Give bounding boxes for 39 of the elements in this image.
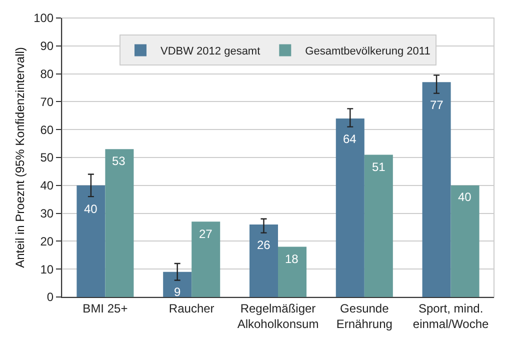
bar	[364, 154, 393, 297]
data-label: 40	[84, 202, 98, 216]
bar	[76, 185, 106, 297]
y-tick-label: 80	[40, 67, 54, 81]
y-tick-label: 70	[40, 94, 54, 109]
bar	[278, 246, 307, 297]
legend-label: VDBW 2012 gesamt	[160, 46, 260, 58]
y-axis-title: Anteil in Proeznt (95% Konfidenzintervall)	[12, 47, 27, 268]
x-tick-label: Sport, mind. einmal/Woche	[412, 301, 490, 331]
data-label: 27	[199, 227, 213, 241]
x-tick-label: BMI 25+	[82, 301, 128, 316]
data-label: 26	[257, 238, 271, 252]
data-label: 18	[285, 252, 299, 266]
bar	[450, 185, 480, 297]
bar	[422, 82, 451, 297]
y-tick-label: 60	[40, 122, 54, 137]
bar	[336, 118, 364, 297]
y-tick-label: 90	[40, 39, 54, 54]
data-label: 77	[430, 98, 444, 112]
data-label: 9	[174, 285, 181, 299]
y-tick-label: 30	[40, 206, 54, 220]
data-label: 53	[112, 154, 126, 168]
x-tick-label: Regelmäßiger Alkoholkonsum	[237, 301, 319, 331]
bar	[192, 222, 220, 297]
y-tick-label: 100	[34, 11, 54, 26]
legend-label: Gesamtbevölkerung 2011	[305, 46, 430, 58]
y-tick-label: 40	[40, 178, 54, 193]
y-tick-label: 20	[40, 234, 54, 248]
x-tick-label: Raucher	[168, 301, 214, 316]
bar	[105, 149, 134, 297]
data-label: 64	[343, 132, 357, 146]
bar	[163, 272, 192, 297]
data-label: 51	[372, 160, 386, 174]
data-label: 40	[458, 190, 472, 204]
x-tick-label: Gesunde Ernährung	[336, 301, 392, 331]
y-tick-label: 10	[40, 262, 54, 276]
y-tick-label: 0	[46, 290, 54, 304]
bar	[249, 224, 278, 297]
y-tick-label: 50	[40, 150, 54, 165]
